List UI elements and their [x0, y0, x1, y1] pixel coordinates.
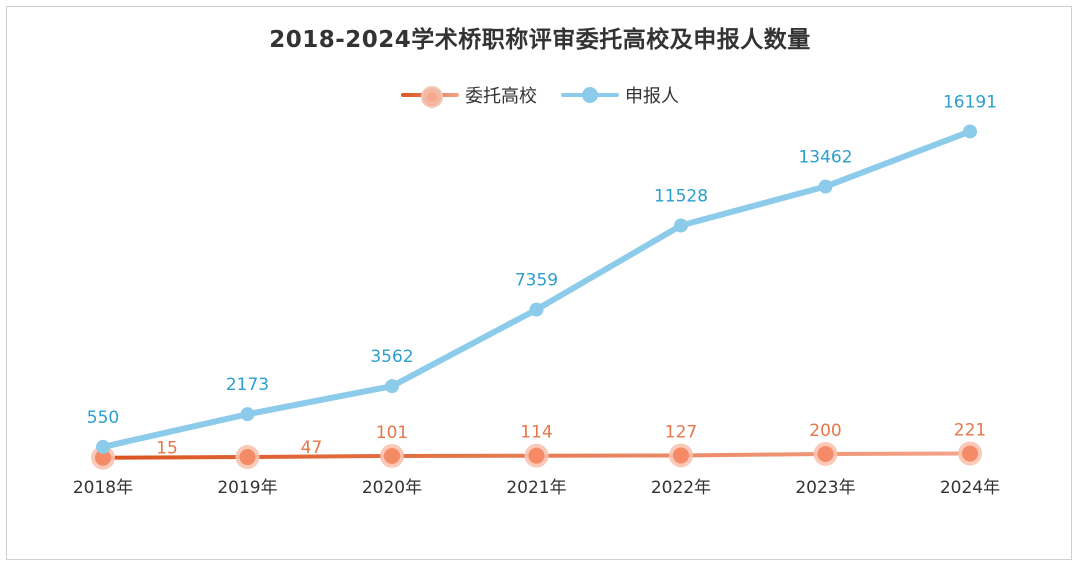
- legend-swatch-applicants: [561, 84, 619, 106]
- legend-label-applicants: 申报人: [625, 86, 679, 107]
- data-label-applicants: 7359: [515, 271, 558, 291]
- point-entrusted-universities: [239, 449, 256, 466]
- data-label-entrusted-universities: 114: [520, 423, 552, 443]
- point-applicants: [385, 379, 399, 394]
- legend-swatch-entrusted-universities: [401, 84, 459, 108]
- x-axis-tick-label: 2021年: [506, 478, 566, 498]
- point-applicants: [240, 407, 255, 422]
- point-entrusted-universities: [817, 445, 834, 462]
- data-label-applicants: 11528: [654, 187, 708, 207]
- point-applicants: [96, 439, 110, 454]
- x-axis-tick-label: 2023年: [795, 478, 855, 498]
- x-axis-tick-label: 2019年: [217, 478, 277, 498]
- point-entrusted-universities: [95, 449, 111, 466]
- data-label-applicants: 550: [87, 408, 119, 428]
- point-applicants: [674, 218, 688, 233]
- point-entrusted-universities: [528, 447, 545, 464]
- chart-title: 2018-2024学术桥职称评审委托高校及申报人数量: [269, 27, 811, 53]
- legend-label-entrusted-universities: 委托高校: [465, 86, 537, 107]
- x-axis-tick-label: 2024年: [940, 478, 1000, 498]
- point-entrusted-universities: [673, 447, 689, 464]
- x-axis-tick-label: 2018年: [73, 478, 133, 498]
- point-applicants: [963, 124, 977, 139]
- data-label-applicants: 16191: [943, 92, 997, 112]
- data-label-entrusted-universities: 200: [809, 421, 841, 441]
- legend-item-entrusted-universities[interactable]: 委托高校: [401, 82, 537, 108]
- data-label-applicants: 3562: [370, 347, 413, 367]
- data-label-entrusted-universities: 101: [376, 423, 408, 443]
- point-entrusted-universities: [384, 447, 400, 464]
- data-label-entrusted-universities: 221: [954, 421, 986, 441]
- x-axis-tick-label: 2022年: [651, 478, 711, 498]
- chart-legend: 委托高校 申报人: [0, 82, 1080, 108]
- legend-item-applicants[interactable]: 申报人: [561, 82, 679, 108]
- data-label-entrusted-universities: 127: [665, 422, 697, 442]
- data-label-applicants: 13462: [798, 148, 852, 168]
- data-label-entrusted-universities: 47: [301, 438, 323, 458]
- point-applicants: [529, 302, 544, 317]
- x-axis-tick-label: 2020年: [362, 478, 422, 498]
- point-applicants: [818, 179, 833, 194]
- data-label-entrusted-universities: 15: [156, 439, 178, 459]
- chart-frame: [6, 6, 1072, 560]
- data-label-applicants: 2173: [226, 375, 269, 395]
- point-entrusted-universities: [962, 445, 978, 462]
